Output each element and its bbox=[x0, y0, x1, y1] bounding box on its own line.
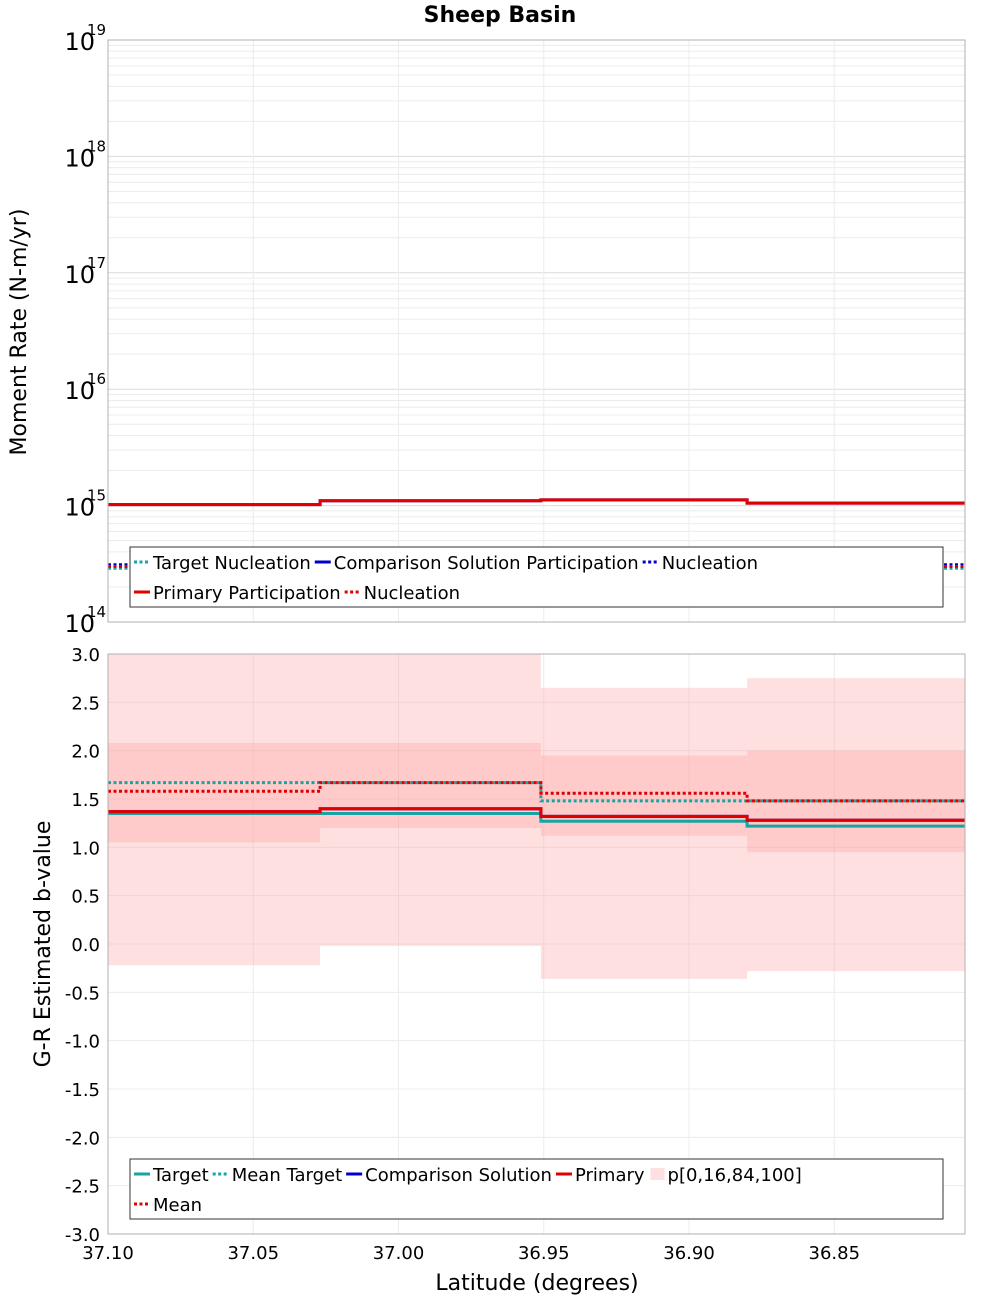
b-value-y-tick-label: 3.0 bbox=[71, 645, 100, 666]
legend-label: Comparison Solution bbox=[365, 1165, 552, 1186]
x-tick-label: 37.05 bbox=[227, 1243, 279, 1264]
x-axis-label: Latitude (degrees) bbox=[435, 1271, 638, 1296]
b-value-y-tick-label: -1.0 bbox=[65, 1032, 100, 1053]
b-value-y-tick-label: 1.0 bbox=[71, 838, 100, 859]
x-tick-label: 37.00 bbox=[373, 1243, 425, 1264]
moment-series-line-3 bbox=[108, 498, 965, 507]
y-tick-exponent: 15 bbox=[87, 487, 106, 505]
b-value-y-tick-label: -1.5 bbox=[65, 1080, 100, 1101]
y-tick-base: 10 bbox=[64, 144, 95, 172]
b-value-series-line-3 bbox=[108, 807, 965, 822]
b-value-legend-box bbox=[129, 1158, 944, 1220]
b-value-band bbox=[108, 654, 965, 979]
b-value-plot: -3.0 -2.5 -2.0 -1.5 -1.0 -0.5 0.0 0.5 1.0 1.5 2.0 2… bbox=[31, 645, 966, 1296]
b-value-y-tick-label: 0.0 bbox=[71, 935, 100, 956]
y-tick-exponent: 16 bbox=[87, 370, 106, 388]
moment-legend-entry: Nucleation bbox=[642, 553, 758, 574]
band-outer bbox=[540, 687, 748, 979]
x-tick-label: 36.85 bbox=[809, 1243, 861, 1264]
moment-legend-entry: Primary Participation bbox=[134, 583, 341, 604]
b-value-legend-entry: Mean bbox=[134, 1195, 202, 1216]
b-value-plot-frame bbox=[107, 653, 966, 1235]
b-value-y-tick-label: 0.5 bbox=[71, 887, 100, 908]
b-value-legend-entry: Comparison Solution bbox=[346, 1165, 552, 1186]
moment-y-axis-label: Moment Rate (N-m/yr) bbox=[7, 209, 32, 456]
b-value-series bbox=[108, 781, 965, 828]
b-value-y-tick-label: -0.5 bbox=[65, 983, 100, 1004]
y-tick-base: 10 bbox=[64, 610, 95, 638]
moment-legend-entry: Nucleation bbox=[344, 583, 460, 604]
b-value-y-axis-label: G-R Estimated b-value bbox=[31, 821, 56, 1068]
moment-legend-box bbox=[129, 546, 944, 608]
b-value-legend-entry: Primary bbox=[555, 1165, 645, 1186]
legend-label: Nucleation bbox=[364, 583, 460, 604]
legend-label: p[0,16,84,100] bbox=[668, 1165, 802, 1186]
b-value-y-tick-label: 2.0 bbox=[71, 742, 100, 763]
legend-label: Nucleation bbox=[662, 553, 758, 574]
b-value-series-line-4 bbox=[108, 781, 965, 803]
y-tick-base: 10 bbox=[64, 261, 95, 289]
legend-label: Mean bbox=[153, 1195, 202, 1216]
band-outer bbox=[320, 654, 541, 946]
x-tick-label: 37.10 bbox=[82, 1243, 134, 1264]
b-value-y-tick-label: 2.5 bbox=[71, 693, 100, 714]
b-value-y-tick-label: 1.5 bbox=[71, 790, 100, 811]
band-outer bbox=[108, 654, 321, 966]
band-inner bbox=[320, 742, 541, 828]
moment-legend-entry: Target Nucleation bbox=[134, 553, 311, 574]
y-tick-exponent: 19 bbox=[87, 21, 106, 39]
y-tick-base: 10 bbox=[64, 28, 95, 56]
y-tick-exponent: 14 bbox=[87, 603, 106, 621]
moment-legend-entry: Comparison Solution Participation bbox=[314, 553, 639, 574]
moment-legend: Target Nucleation Comparison Solution Par… bbox=[129, 546, 944, 608]
b-value-series-line-0 bbox=[108, 812, 965, 828]
y-tick-base: 10 bbox=[64, 494, 95, 522]
y-tick-exponent: 17 bbox=[87, 254, 106, 272]
b-value-y-tick-label: -3.0 bbox=[65, 1225, 100, 1246]
moment-plot-frame bbox=[107, 39, 966, 623]
legend-label: Primary bbox=[575, 1165, 645, 1186]
b-value-y-tick-label: -2.5 bbox=[65, 1177, 100, 1198]
b-value-y-ticks: -3.0 -2.5 -2.0 -1.5 -1.0 -0.5 0.0 0.5 1.0 1.5 2.0 2… bbox=[65, 645, 100, 1246]
b-value-legend-entry: Mean Target bbox=[212, 1165, 342, 1186]
chart-title: Sheep Basin bbox=[424, 3, 577, 28]
b-value-legend-entry: Target bbox=[134, 1165, 209, 1186]
legend-label: Target bbox=[152, 1165, 209, 1186]
y-tick-base: 10 bbox=[64, 377, 95, 405]
band-inner bbox=[540, 755, 748, 836]
legend-label: Primary Participation bbox=[153, 583, 341, 604]
x-tick-label: 36.95 bbox=[518, 1243, 570, 1264]
moment-plot-area bbox=[108, 40, 965, 622]
x-tick-label: 36.90 bbox=[663, 1243, 715, 1264]
y-tick-exponent: 18 bbox=[87, 137, 106, 155]
legend-label: Mean Target bbox=[232, 1165, 342, 1186]
legend-label: Comparison Solution Participation bbox=[334, 553, 639, 574]
b-value-legend-entry: p[0,16,84,100] bbox=[650, 1165, 802, 1186]
legend-swatch bbox=[650, 1168, 665, 1180]
b-value-y-tick-label: -2.0 bbox=[65, 1128, 100, 1149]
b-value-legend: Target Mean Target Comparison Solution Prim… bbox=[129, 1158, 944, 1220]
legend-label: Target Nucleation bbox=[152, 553, 311, 574]
x-ticks: 37.10 37.05 37.00 36.95 36.90 36.85 bbox=[82, 1243, 860, 1264]
